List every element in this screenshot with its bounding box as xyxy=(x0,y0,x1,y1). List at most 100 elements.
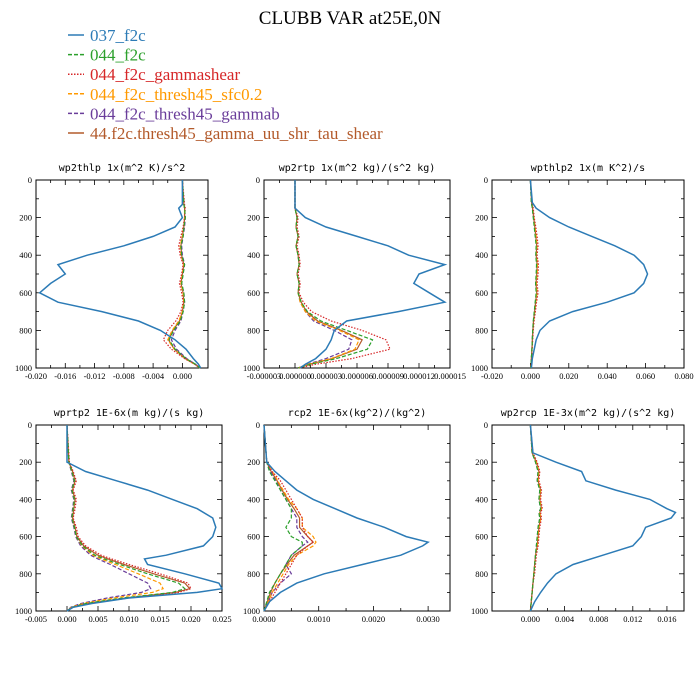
x-tick-label: -0.020 xyxy=(25,371,47,381)
x-tick-label: 0.0020 xyxy=(362,614,385,624)
series-line xyxy=(168,179,201,369)
series-line xyxy=(66,425,224,612)
series-line xyxy=(529,424,542,612)
y-tick-label: 200 xyxy=(475,213,488,223)
y-tick-label: 400 xyxy=(19,250,32,260)
x-tick-label: -0.012 xyxy=(84,371,106,381)
panel-title: wpthlp2 1x(m K^2)/s xyxy=(531,163,645,174)
x-tick-label: 0.005 xyxy=(88,614,107,624)
series-line xyxy=(162,179,201,369)
y-tick-label: 1000 xyxy=(243,363,260,373)
y-tick-label: 600 xyxy=(475,532,488,542)
y-tick-label: 800 xyxy=(19,325,32,335)
chart-panel: wpthlp2 1x(m K^2)/s 0 200 400 600 800 1000-0.0… xyxy=(471,163,694,381)
x-tick-label: 0.004 xyxy=(555,614,575,624)
series-line xyxy=(294,180,360,369)
panel-title: wp2thlp 1x(m^2 K)/s^2 xyxy=(59,163,185,174)
panels: wp2thlp 1x(m^2 K)/s^202004006008001000-0… xyxy=(15,163,694,624)
panel-title: wp2rcp 1E-3x(m^2 kg)/(s^2 kg) xyxy=(501,408,676,419)
series-line xyxy=(66,424,186,612)
y-tick-label: 1000 xyxy=(15,606,32,616)
y-tick-label: 600 xyxy=(247,288,260,298)
x-tick-label: 0.0030 xyxy=(416,614,439,624)
x-tick-label: -0.008 xyxy=(113,371,135,381)
y-tick-label: 0 xyxy=(28,420,32,430)
x-tick-label: 0.025 xyxy=(212,614,231,624)
figure-title: CLUBB VAR at25E,0N xyxy=(259,8,442,29)
x-tick-label: 0.000000 xyxy=(279,371,311,381)
y-tick-label: 1000 xyxy=(471,363,488,373)
x-tick-label: 0.008 xyxy=(589,614,608,624)
y-tick-label: 400 xyxy=(247,494,260,504)
x-tick-label: 0.040 xyxy=(598,371,617,381)
series-line xyxy=(263,424,309,612)
x-tick-label: 0.0000 xyxy=(252,614,275,624)
y-tick-label: 0 xyxy=(256,175,260,185)
panel-title: wp2rtp 1x(m^2 kg)/(s^2 kg) xyxy=(279,163,436,174)
x-tick-label: 0.000 xyxy=(173,371,192,381)
x-tick-label: 0.012 xyxy=(623,614,642,624)
plot-frame xyxy=(263,179,451,369)
series-line xyxy=(66,424,152,612)
y-tick-label: 400 xyxy=(475,250,488,260)
series-line xyxy=(263,424,303,612)
y-tick-label: 200 xyxy=(19,457,32,467)
y-tick-label: 1000 xyxy=(471,606,488,616)
x-tick-label: 0.020 xyxy=(181,614,200,624)
series-line xyxy=(66,424,192,612)
series-line xyxy=(38,180,202,369)
y-tick-label: 400 xyxy=(475,494,488,504)
x-tick-label: 0.000 xyxy=(521,371,540,381)
series-line xyxy=(294,180,374,369)
series-line xyxy=(263,424,317,612)
y-tick-label: 400 xyxy=(247,250,260,260)
series-line xyxy=(529,424,677,612)
x-tick-label: 0.0010 xyxy=(307,614,330,624)
x-tick-label: 0.060 xyxy=(636,371,655,381)
panel-title: wprtp2 1E-6x(m kg)/(s kg) xyxy=(54,408,205,419)
y-tick-label: 800 xyxy=(475,325,488,335)
y-tick-label: 200 xyxy=(247,457,260,467)
y-tick-label: 800 xyxy=(475,569,488,579)
legend-entry: 044_f2c_thresh45_gammab xyxy=(90,104,280,123)
series-line xyxy=(529,179,538,369)
series-line xyxy=(294,180,391,369)
x-tick-label: 0.016 xyxy=(657,614,676,624)
x-tick-label: -0.020 xyxy=(481,371,503,381)
y-tick-label: 400 xyxy=(19,494,32,504)
legend-entry: 037_f2c xyxy=(90,26,146,45)
y-tick-label: 800 xyxy=(19,569,32,579)
legend-entry: 044_f2c_thresh45_sfc0.2 xyxy=(90,85,262,104)
y-tick-label: 0 xyxy=(28,175,32,185)
x-tick-label: 0.020 xyxy=(559,371,578,381)
y-tick-label: 600 xyxy=(247,532,260,542)
y-tick-label: 1000 xyxy=(243,606,260,616)
y-tick-label: 600 xyxy=(475,288,488,298)
chart-panel: wp2rtp 1x(m^2 kg)/(s^2 kg) 0 200 400 600 800 1… xyxy=(243,163,466,381)
y-tick-label: 600 xyxy=(19,288,32,298)
x-tick-label: 0.000 xyxy=(57,614,76,624)
series-line xyxy=(66,424,164,612)
chart-panel: rcp2 1E-6x(kg^2)/(kg^2) 0 200 400 600 800 1000… xyxy=(243,408,451,624)
panel-title: rcp2 1E-6x(kg^2)/(kg^2) xyxy=(288,408,426,419)
y-tick-label: 600 xyxy=(19,532,32,542)
series-line xyxy=(294,180,448,369)
legend-entry: 44.f2c.thresh45_gamma_uu_shr_tau_shear xyxy=(90,124,383,143)
x-tick-label: 0.000 xyxy=(521,614,540,624)
series-line xyxy=(66,424,191,612)
series-line xyxy=(263,424,315,612)
legend-entry: 044_f2c xyxy=(90,46,146,65)
series-line xyxy=(294,180,353,369)
y-tick-label: 0 xyxy=(484,420,488,430)
x-tick-label: -0.016 xyxy=(54,371,76,381)
series-line xyxy=(263,424,315,612)
y-tick-label: 1000 xyxy=(15,363,32,373)
x-tick-label: -0.004 xyxy=(142,371,165,381)
x-tick-label: 0.000015 xyxy=(434,371,466,381)
chart-panel: wp2rcp 1E-3x(m^2 kg)/(s^2 kg) 0 200 400 600 8… xyxy=(471,408,685,624)
legend-entry: 044_f2c_gammashear xyxy=(90,65,240,84)
y-tick-label: 0 xyxy=(484,175,488,185)
x-tick-label: 0.000003 xyxy=(310,371,342,381)
x-tick-label: 0.015 xyxy=(150,614,169,624)
